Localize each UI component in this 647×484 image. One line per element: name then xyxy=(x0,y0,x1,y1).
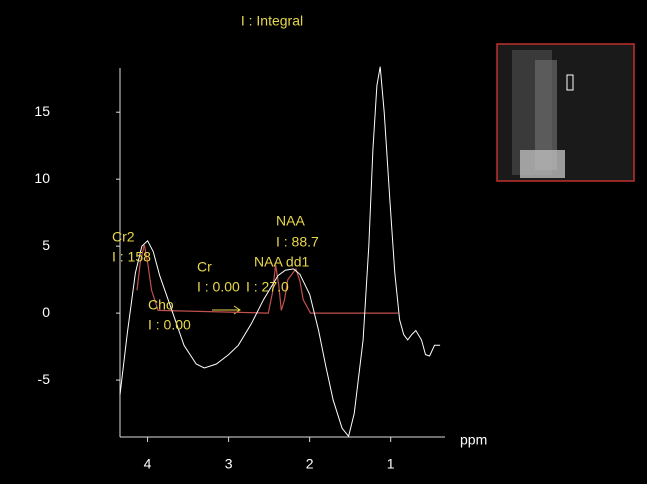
annotation: Cho xyxy=(148,297,174,313)
annotation: I : 158 xyxy=(112,249,151,265)
annotation: Cr xyxy=(197,259,212,275)
inset-voxel xyxy=(566,74,574,91)
annotation: I : 0.00 xyxy=(197,279,240,295)
annotation: I : 27.0 xyxy=(246,279,289,295)
series-line xyxy=(119,66,441,438)
x-axis-label: ppm xyxy=(460,432,487,448)
annotation: NAA dd1 xyxy=(254,254,309,270)
annotation: Cr2 xyxy=(112,229,135,245)
x-tick-label: 3 xyxy=(225,456,233,472)
inset-bright xyxy=(520,150,565,178)
inset-image xyxy=(496,43,635,182)
series-line xyxy=(136,244,398,314)
x-tick-label: 2 xyxy=(306,456,314,472)
y-tick-label: -5 xyxy=(38,371,51,387)
chart-title: I : Integral xyxy=(241,13,303,29)
x-tick-label: 1 xyxy=(387,456,395,472)
annotation: I : 88.7 xyxy=(276,234,319,250)
annotation: NAA xyxy=(276,213,305,229)
y-tick-label: 0 xyxy=(42,304,50,320)
inset-spine xyxy=(535,60,557,170)
y-tick-label: 10 xyxy=(34,170,50,186)
x-tick-label: 4 xyxy=(144,456,152,472)
y-tick-label: 5 xyxy=(42,237,50,253)
y-tick-label: 15 xyxy=(34,103,50,119)
annotation: I : 0.00 xyxy=(148,317,191,333)
